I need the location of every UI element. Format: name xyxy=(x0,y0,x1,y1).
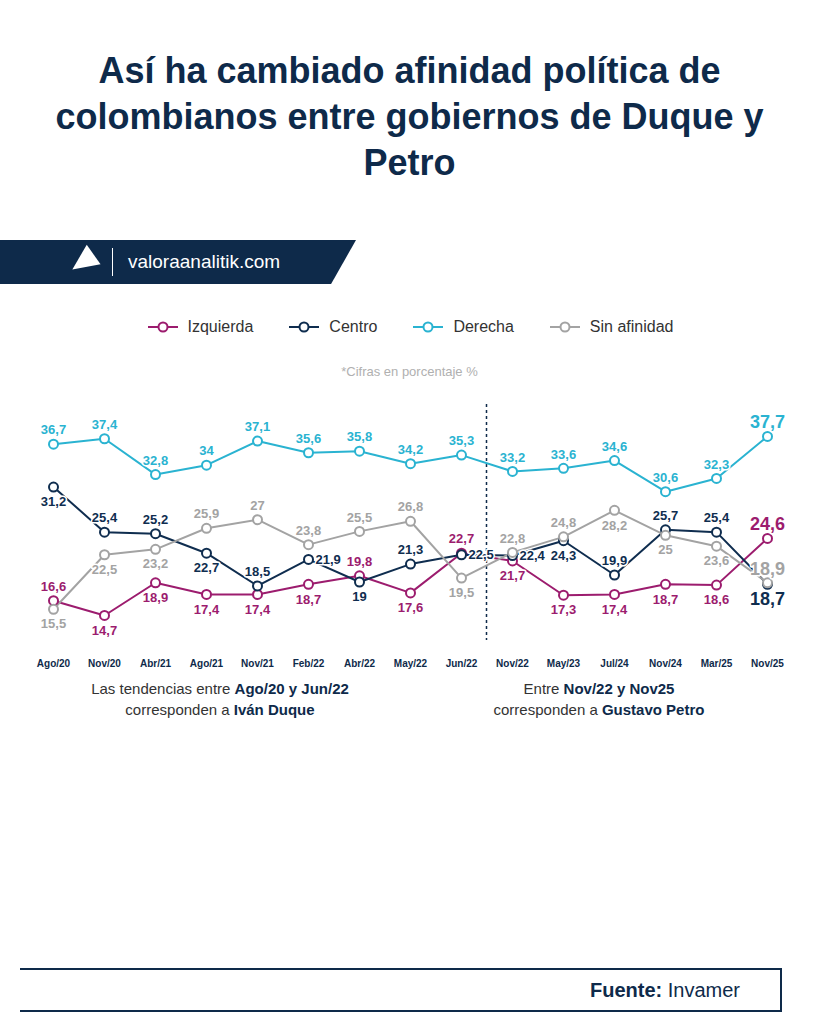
svg-text:Nov/24: Nov/24 xyxy=(649,658,682,669)
svg-text:32,3: 32,3 xyxy=(704,457,729,472)
svg-text:21,7: 21,7 xyxy=(500,568,525,583)
svg-text:Ago/20: Ago/20 xyxy=(37,658,71,669)
svg-text:Nov/20: Nov/20 xyxy=(88,658,121,669)
svg-text:23,6: 23,6 xyxy=(704,553,729,568)
svg-text:Jun/22: Jun/22 xyxy=(446,658,478,669)
html-text:Derecha: Derecha xyxy=(453,318,514,335)
svg-text:Feb/22: Feb/22 xyxy=(293,658,325,669)
html-text:corresponden a Iván Duque: corresponden a Iván Duque xyxy=(125,701,315,718)
html-text:Izquierda: Izquierda xyxy=(187,318,254,335)
svg-text:36,7: 36,7 xyxy=(41,422,66,437)
svg-text:17,4: 17,4 xyxy=(245,602,271,617)
html-text:Centro: Centro xyxy=(329,318,378,335)
svg-text:May/23: May/23 xyxy=(547,658,581,669)
svg-text:24,8: 24,8 xyxy=(551,515,576,530)
html-text:Sin afinidad: Sin afinidad xyxy=(589,318,674,335)
svg-text:18,9: 18,9 xyxy=(143,590,168,605)
svg-text:22,7: 22,7 xyxy=(194,560,219,575)
svg-text:18,5: 18,5 xyxy=(245,564,270,579)
svg-text:35,6: 35,6 xyxy=(296,431,321,446)
svg-text:May/22: May/22 xyxy=(394,658,428,669)
html-text:*Cifras en porcentaje %: *Cifras en porcentaje % xyxy=(341,364,478,379)
svg-text:15,5: 15,5 xyxy=(41,616,66,631)
svg-text:37,1: 37,1 xyxy=(245,419,270,434)
html-text:Así ha cambiado afinidad polít: Así ha cambiado afinidad política de col… xyxy=(55,50,764,183)
svg-text:25,4: 25,4 xyxy=(92,510,118,525)
svg-text:37,4: 37,4 xyxy=(92,417,118,432)
svg-text:22,5: 22,5 xyxy=(469,547,494,562)
svg-text:37,7: 37,7 xyxy=(750,412,785,432)
svg-text:17,4: 17,4 xyxy=(194,602,220,617)
svg-text:28,2: 28,2 xyxy=(602,518,627,533)
svg-text:24,3: 24,3 xyxy=(551,548,576,563)
svg-text:17,4: 17,4 xyxy=(602,602,628,617)
svg-text:19,9: 19,9 xyxy=(602,553,627,568)
svg-text:18,7: 18,7 xyxy=(750,589,785,609)
svg-text:22,7: 22,7 xyxy=(449,531,474,546)
svg-text:19: 19 xyxy=(352,589,366,604)
svg-text:35,3: 35,3 xyxy=(449,433,474,448)
svg-text:32,8: 32,8 xyxy=(143,453,168,468)
svg-text:18,9: 18,9 xyxy=(750,559,785,579)
svg-text:17,6: 17,6 xyxy=(398,600,423,615)
svg-text:18,7: 18,7 xyxy=(653,591,678,606)
svg-text:Abr/21: Abr/21 xyxy=(140,658,172,669)
svg-text:27: 27 xyxy=(250,498,264,513)
svg-text:22,5: 22,5 xyxy=(92,562,117,577)
svg-text:19,8: 19,8 xyxy=(347,554,372,569)
svg-text:30,6: 30,6 xyxy=(653,470,678,485)
svg-text:16,6: 16,6 xyxy=(41,579,66,594)
svg-text:34,2: 34,2 xyxy=(398,442,423,457)
svg-text:25,4: 25,4 xyxy=(704,510,730,525)
svg-text:34,6: 34,6 xyxy=(602,439,627,454)
svg-text:24,6: 24,6 xyxy=(750,514,785,534)
svg-text:34: 34 xyxy=(199,443,214,458)
svg-text:31,2: 31,2 xyxy=(41,494,66,509)
svg-text:22,8: 22,8 xyxy=(500,531,525,546)
svg-text:25: 25 xyxy=(658,542,672,557)
svg-text:Nov/21: Nov/21 xyxy=(241,658,274,669)
svg-text:14,7: 14,7 xyxy=(92,623,117,638)
html-text:Las tendencias entre Ago/20 y: Las tendencias entre Ago/20 y Jun/22 xyxy=(91,680,349,697)
svg-text:22,4: 22,4 xyxy=(520,548,546,563)
svg-text:21,3: 21,3 xyxy=(398,542,423,557)
html-text:Fuente: Invamer: Fuente: Invamer xyxy=(590,979,740,1001)
html-text:valoraanalitik.com: valoraanalitik.com xyxy=(128,251,281,272)
svg-text:33,6: 33,6 xyxy=(551,446,576,461)
svg-text:26,8: 26,8 xyxy=(398,499,423,514)
svg-text:21,9: 21,9 xyxy=(316,552,341,567)
svg-text:17,3: 17,3 xyxy=(551,602,576,617)
svg-text:23,8: 23,8 xyxy=(296,523,321,538)
html-text:corresponden a Gustavo Petro: corresponden a Gustavo Petro xyxy=(493,701,705,718)
html-text:Entre Nov/22 y Nov25: Entre Nov/22 y Nov25 xyxy=(523,680,675,697)
svg-text:18,7: 18,7 xyxy=(296,591,321,606)
svg-text:25,5: 25,5 xyxy=(347,510,372,525)
svg-text:23,2: 23,2 xyxy=(143,556,168,571)
svg-text:19,5: 19,5 xyxy=(449,585,474,600)
svg-text:33,2: 33,2 xyxy=(500,450,525,465)
svg-text:Abr/22: Abr/22 xyxy=(344,658,376,669)
svg-text:25,7: 25,7 xyxy=(653,508,678,523)
svg-text:Jul/24: Jul/24 xyxy=(600,658,629,669)
svg-text:Nov/25: Nov/25 xyxy=(751,658,784,669)
svg-text:35,8: 35,8 xyxy=(347,429,372,444)
svg-text:Mar/25: Mar/25 xyxy=(701,658,733,669)
svg-text:25,9: 25,9 xyxy=(194,506,219,521)
svg-text:Nov/22: Nov/22 xyxy=(496,658,529,669)
svg-text:Ago/21: Ago/21 xyxy=(190,658,224,669)
svg-text:25,2: 25,2 xyxy=(143,512,168,527)
svg-text:18,6: 18,6 xyxy=(704,592,729,607)
